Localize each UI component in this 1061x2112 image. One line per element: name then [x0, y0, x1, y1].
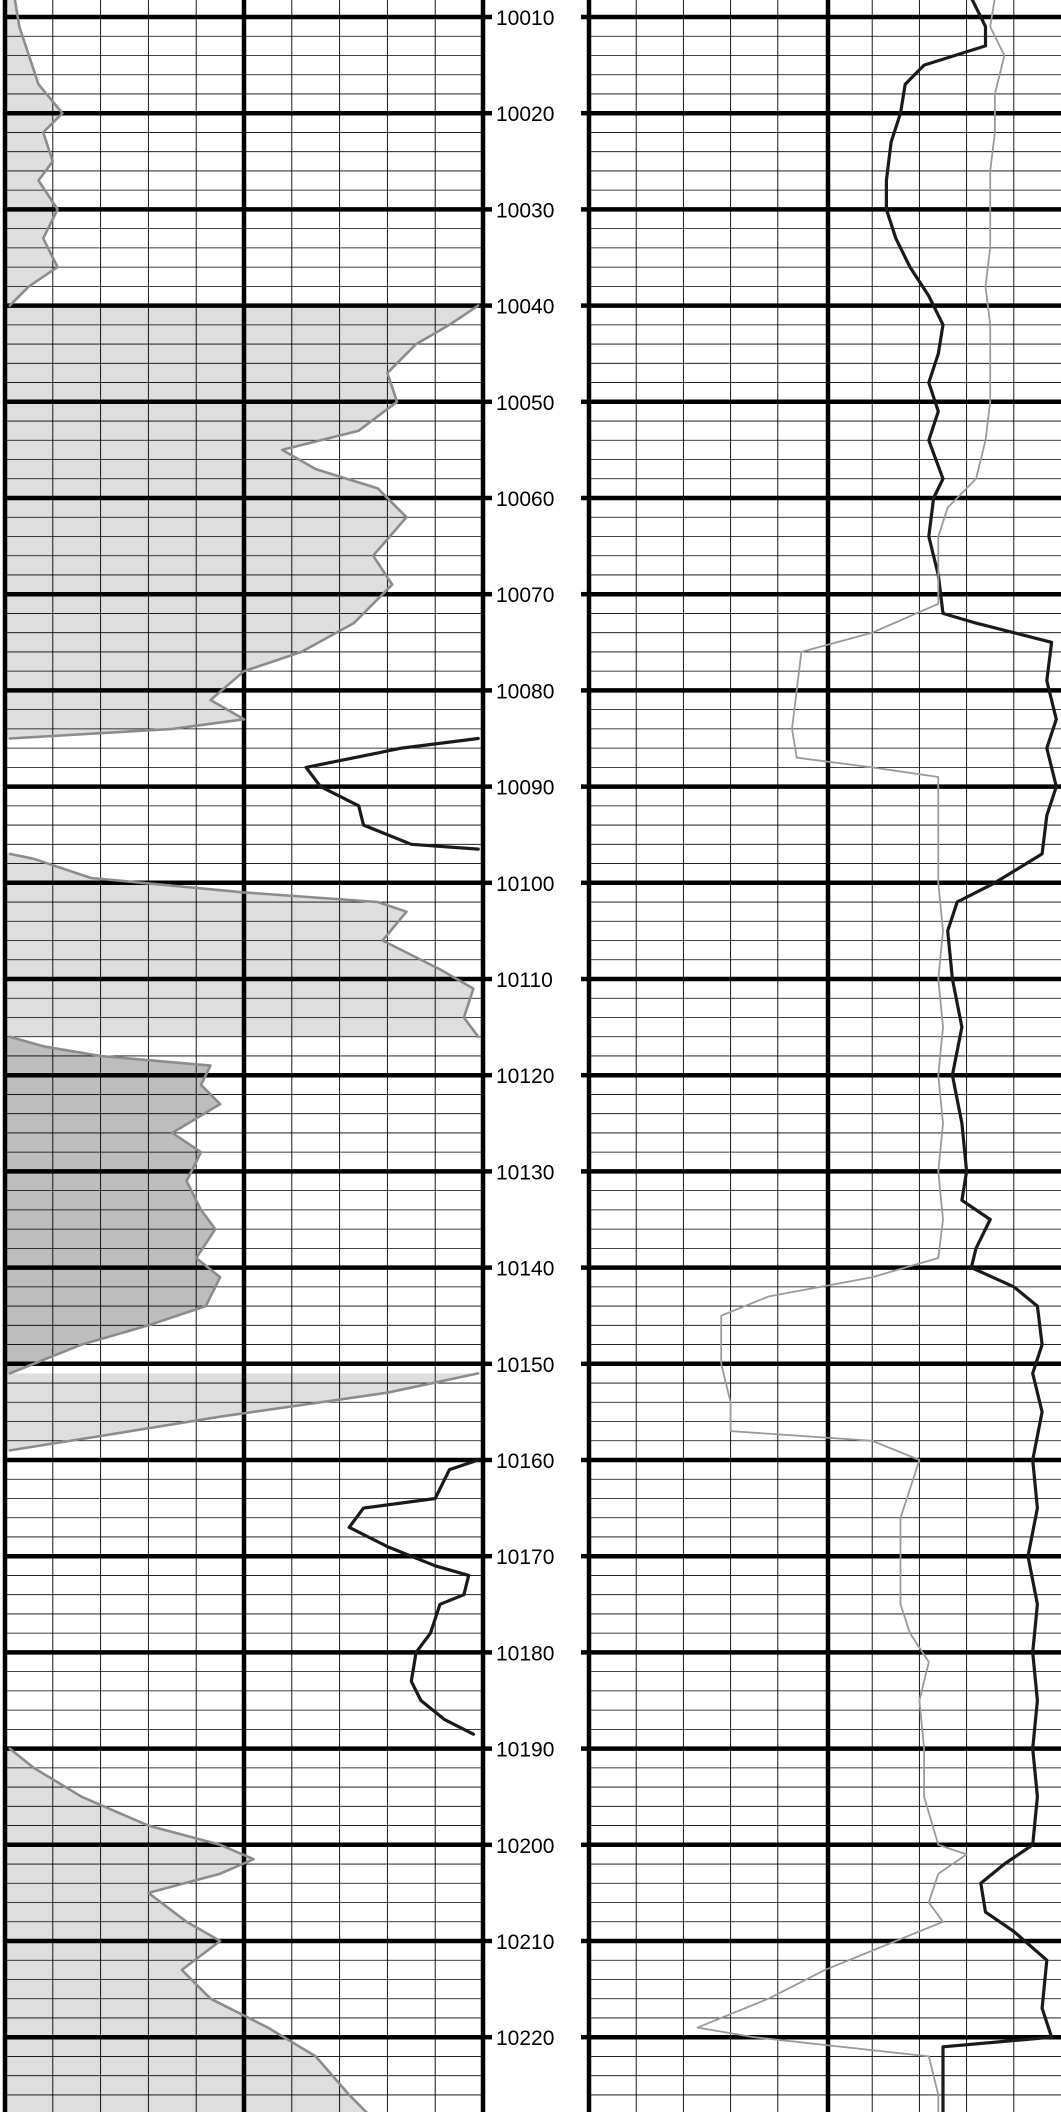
depth-label: 10070: [496, 584, 554, 607]
depth-label: 10090: [496, 777, 554, 800]
depth-label: 10080: [496, 680, 554, 703]
depth-label: 10140: [496, 1258, 554, 1281]
depth-label: 10200: [496, 1835, 554, 1858]
track-left-curve-2: [304, 736, 480, 851]
depth-label-background: [492, 196, 570, 223]
depth-label-background: [492, 1543, 570, 1570]
track-left-fill-1: [5, 305, 479, 739]
depth-label-background: [492, 677, 570, 704]
depth-label-background: [492, 1928, 570, 1954]
track-left-curve-6: [347, 1458, 480, 1736]
track-right-curve-1: [696, 0, 1006, 2112]
minor-grid: [5, 0, 1061, 2112]
track-left-fill-3: [5, 853, 479, 1037]
track-left-fill-0: [5, 0, 63, 306]
depth-label: 10030: [496, 199, 554, 222]
depth-label-background: [492, 1062, 570, 1089]
depth-label: 10060: [496, 488, 554, 511]
depth-label: 10220: [496, 2027, 554, 2050]
depth-label: 10210: [496, 1931, 554, 1954]
depth-label-background: [492, 4, 570, 30]
depth-label-background: [492, 966, 570, 992]
depth-label-background: [492, 1447, 570, 1473]
depth-label-background: [492, 1831, 570, 1858]
depth-label: 10190: [496, 1739, 554, 1762]
track-left-curve-7: [8, 1747, 368, 2112]
depth-label: 10010: [496, 7, 554, 30]
depth-label-background: [492, 869, 570, 896]
track-left-curve-1: [8, 304, 480, 740]
depth-label: 10050: [496, 392, 554, 415]
shaded-fills: [5, 0, 479, 2112]
depth-label-background: [492, 100, 570, 127]
log-curves: [8, 0, 1058, 2112]
depth-label: 10120: [496, 1065, 554, 1088]
depth-label-background: [492, 1639, 570, 1666]
track-left-curve-3: [8, 852, 480, 1038]
track-left-curve-4: [8, 1035, 222, 1375]
depth-label: 10040: [496, 296, 554, 319]
depth-label: 10170: [496, 1546, 554, 1569]
depth-label-background: [492, 2024, 570, 2051]
depth-label: 10150: [496, 1354, 554, 1377]
track-left-curve-5: [8, 1372, 480, 1452]
track-left-fill-4: [5, 1036, 221, 1374]
depth-label-background: [492, 773, 570, 800]
depth-axis-labels: 10010 10020 10030 10040 10050 10060 10070 10080…: [492, 4, 570, 2051]
depth-label: 10180: [496, 1642, 554, 1665]
depth-label-background: [492, 292, 570, 319]
depth-label-background: [492, 1735, 570, 1762]
depth-label: 10110: [496, 969, 553, 992]
track-left-fill-7: [5, 1748, 367, 2112]
depth-label: 10130: [496, 1161, 554, 1184]
depth-label-background: [492, 1350, 570, 1377]
depth-label-background: [492, 485, 570, 511]
depth-label: 10020: [496, 103, 554, 126]
track-left-curve-0: [8, 0, 64, 307]
depth-label-background: [492, 1254, 570, 1281]
depth-label: 10160: [496, 1450, 554, 1473]
depth-label-background: [492, 581, 570, 608]
track-right-curve-0: [884, 0, 1058, 2112]
depth-label-background: [492, 1158, 570, 1185]
depth-label-background: [492, 388, 570, 415]
depth-label: 10100: [496, 873, 554, 896]
